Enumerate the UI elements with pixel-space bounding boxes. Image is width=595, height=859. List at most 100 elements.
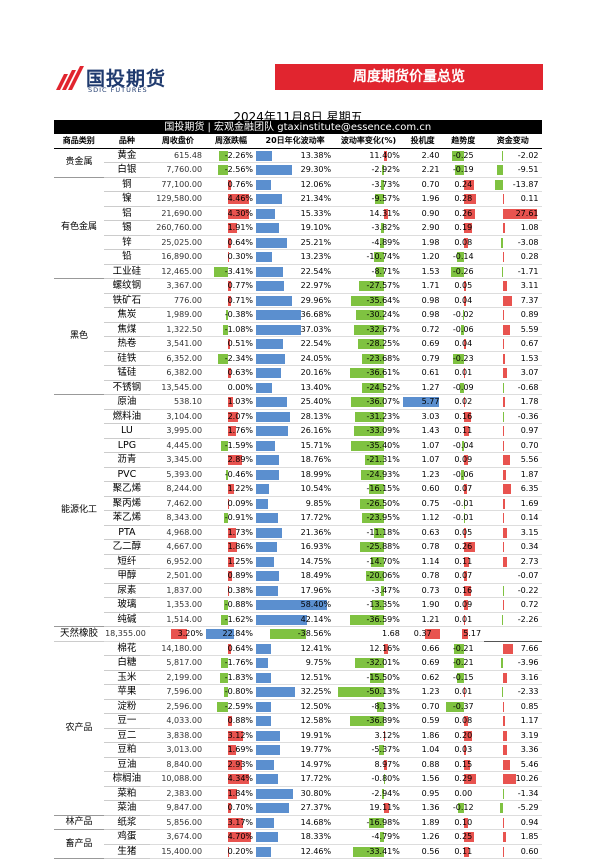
- capital-flow: 0.28: [484, 250, 541, 265]
- weekly-change: 0.71%: [206, 293, 256, 308]
- weekly-change: 4.34%: [206, 772, 256, 787]
- volatility: 25.21%: [256, 235, 334, 250]
- value-text: 42.14%: [256, 613, 334, 626]
- volatility-change: -2.92%: [334, 163, 403, 178]
- col-header: 资金变动: [484, 134, 541, 148]
- volatility: 12.41%: [256, 641, 334, 656]
- value-text: 19.77%: [256, 743, 334, 756]
- weekly-change: 2.93%: [206, 757, 256, 772]
- volatility: 14.68%: [256, 815, 334, 830]
- trend: 0.01: [442, 685, 484, 700]
- value-text: -0.91%: [206, 511, 256, 524]
- speculation: 1.27: [403, 380, 443, 395]
- weekly-change: 0.77%: [206, 279, 256, 294]
- value-text: 1.69%: [206, 743, 256, 756]
- speculation: 1.20: [403, 250, 443, 265]
- volatility: 42.14%: [256, 612, 334, 627]
- volatility-change: -32.01%: [334, 656, 403, 671]
- trend: 0.08: [442, 235, 484, 250]
- value-text: -1.83%: [206, 671, 256, 684]
- product-name: 苹果: [104, 685, 150, 700]
- header-row: 商品类别 品种 周收盘价 周涨跌幅 20日年化波动率 波动率变化(%) 投机度 …: [54, 134, 542, 148]
- value-text: 0.11: [442, 424, 484, 437]
- value-text: 24.05%: [256, 352, 334, 365]
- col-header: 20日年化波动率: [256, 134, 334, 148]
- speculation: 1.23: [403, 467, 443, 482]
- company-logo: 国投期货 SDIC FUTURES: [54, 62, 184, 96]
- volatility: 28.13%: [256, 409, 334, 424]
- value-text: 0.20: [442, 729, 484, 742]
- close-price: 13,545.00: [150, 380, 206, 395]
- value-text: 29.96%: [256, 294, 334, 307]
- value-text: 0.00: [442, 787, 484, 800]
- trend: 0.07: [442, 482, 484, 497]
- value-text: 19.11%: [334, 801, 403, 814]
- value-text: 0.20%: [206, 845, 256, 858]
- capital-flow: 3.16: [484, 670, 541, 685]
- volatility-change: -11.18%: [334, 525, 403, 540]
- value-text: 29.30%: [256, 163, 334, 176]
- capital-flow: -5.29: [484, 801, 541, 816]
- value-text: 5.56: [484, 453, 541, 466]
- value-text: 0.67: [484, 337, 541, 350]
- capital-flow: -2.26: [484, 612, 541, 627]
- product-name: 白银: [104, 163, 150, 178]
- team-banner: 国投期货 | 宏观金融团队 gtaxinstitute@essence.com.…: [54, 120, 542, 134]
- weekly-change: 0.64%: [206, 641, 256, 656]
- value-text: 17.72%: [256, 511, 334, 524]
- value-text: 5.17: [442, 627, 484, 640]
- close-price: 129,580.00: [150, 192, 206, 207]
- trend: 0.16: [442, 409, 484, 424]
- product-name: 尿素: [104, 583, 150, 598]
- value-text: -0.46%: [206, 468, 256, 481]
- value-text: 12.16%: [334, 642, 403, 655]
- value-text: 4.46%: [206, 192, 256, 205]
- trend: 0.03: [442, 743, 484, 758]
- value-text: -0.02: [442, 308, 484, 321]
- volatility-change: -30.24%: [334, 308, 403, 323]
- product-name: 焦煤: [104, 322, 150, 337]
- speculation: 1.53: [403, 264, 443, 279]
- value-text: 0.29: [442, 772, 484, 785]
- capital-flow: 0.67: [484, 337, 541, 352]
- value-text: 1.08: [484, 221, 541, 234]
- volatility-change: -10.74%: [334, 250, 403, 265]
- value-text: -3.82%: [334, 221, 403, 234]
- value-text: 0.88%: [206, 714, 256, 727]
- value-text: -2.92%: [334, 163, 403, 176]
- product-name: 不锈钢: [104, 380, 150, 395]
- value-text: 3.17%: [206, 816, 256, 829]
- value-text: 0.10: [442, 816, 484, 829]
- value-text: 9.85%: [256, 497, 334, 510]
- capital-flow: 0.85: [484, 699, 541, 714]
- close-price: 6,952.00: [150, 554, 206, 569]
- value-text: 18.33%: [256, 830, 334, 843]
- volatility-change: -33.09%: [334, 424, 403, 439]
- value-text: 0.90: [403, 207, 443, 220]
- speculation: 2.21: [403, 163, 443, 178]
- weekly-change: 1.22%: [206, 482, 256, 497]
- value-text: -13.87: [484, 178, 541, 191]
- value-text: -1.62%: [206, 613, 256, 626]
- close-price: 6,352.00: [150, 351, 206, 366]
- value-text: 0.73: [403, 584, 443, 597]
- close-price: 77,100.00: [150, 177, 206, 192]
- col-header: 品种: [104, 134, 150, 148]
- weekly-change: 1.73%: [206, 525, 256, 540]
- logo-subtext: SDIC FUTURES: [88, 86, 148, 94]
- value-text: 0.09: [442, 598, 484, 611]
- value-text: -0.07: [484, 569, 541, 582]
- product-name: PVC: [104, 467, 150, 482]
- value-text: -0.06: [442, 468, 484, 481]
- trend: 0.16: [442, 583, 484, 598]
- capital-flow: 27.61: [484, 206, 541, 221]
- speculation: 5.77: [403, 395, 443, 410]
- volatility: 12.06%: [256, 177, 334, 192]
- value-text: 0.28: [484, 250, 541, 263]
- volatility-change: -8.71%: [334, 264, 403, 279]
